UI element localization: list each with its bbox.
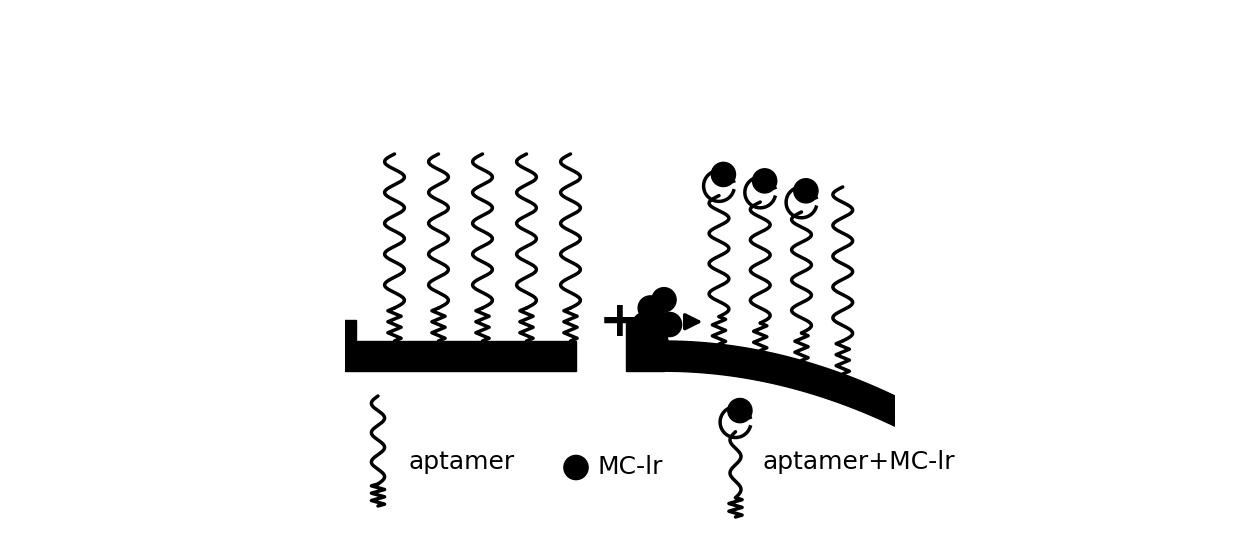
Circle shape (564, 455, 588, 480)
Circle shape (650, 312, 673, 337)
Circle shape (712, 162, 735, 186)
Circle shape (639, 296, 662, 320)
Text: aptamer+MC-lr: aptamer+MC-lr (763, 450, 956, 474)
Text: aptamer: aptamer (408, 450, 515, 474)
Circle shape (632, 312, 657, 337)
Circle shape (753, 169, 776, 193)
Text: +: + (599, 298, 641, 346)
Text: MC-lr: MC-lr (598, 455, 663, 480)
Circle shape (794, 179, 818, 203)
Circle shape (644, 329, 668, 353)
Polygon shape (663, 341, 895, 426)
Polygon shape (625, 320, 663, 371)
Circle shape (728, 398, 751, 422)
Polygon shape (356, 341, 577, 371)
Polygon shape (317, 320, 356, 371)
Circle shape (657, 312, 682, 337)
Circle shape (652, 288, 676, 312)
